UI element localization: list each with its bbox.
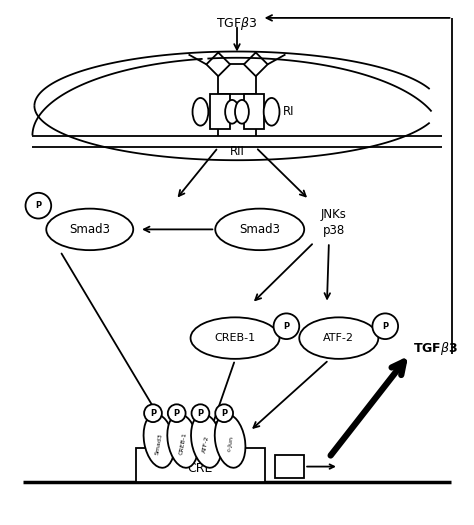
Text: JNKs: JNKs (321, 208, 347, 221)
Text: Smad3: Smad3 (69, 223, 110, 236)
Circle shape (191, 404, 210, 422)
Text: P: P (173, 409, 180, 418)
Text: P: P (150, 409, 156, 418)
Text: Smad3: Smad3 (239, 223, 280, 236)
Text: P: P (35, 201, 41, 210)
Circle shape (273, 313, 299, 339)
Text: P: P (283, 322, 290, 331)
Ellipse shape (144, 414, 174, 468)
Circle shape (144, 404, 162, 422)
Circle shape (168, 404, 186, 422)
Text: CREB-1: CREB-1 (178, 432, 187, 456)
Ellipse shape (299, 317, 378, 359)
Text: P: P (382, 322, 388, 331)
Circle shape (373, 313, 398, 339)
FancyBboxPatch shape (244, 94, 264, 129)
Ellipse shape (167, 414, 198, 468)
Ellipse shape (264, 98, 280, 125)
Ellipse shape (191, 414, 222, 468)
FancyBboxPatch shape (210, 94, 230, 129)
Text: CREB-1: CREB-1 (214, 333, 255, 343)
Ellipse shape (215, 208, 304, 250)
Ellipse shape (215, 414, 246, 468)
Text: ATF-2: ATF-2 (323, 333, 354, 343)
Text: RII: RII (229, 145, 245, 159)
Text: P: P (197, 409, 203, 418)
Text: P: P (221, 409, 227, 418)
Ellipse shape (192, 98, 209, 125)
Ellipse shape (46, 208, 133, 250)
Text: CRE: CRE (188, 462, 213, 475)
Text: RI: RI (283, 106, 294, 118)
Text: TGF$\beta$3: TGF$\beta$3 (216, 15, 258, 32)
FancyBboxPatch shape (274, 455, 304, 478)
Text: TGF$\beta$3: TGF$\beta$3 (413, 341, 458, 358)
Ellipse shape (225, 100, 239, 124)
Text: c-Jun: c-Jun (226, 436, 234, 452)
Circle shape (26, 193, 51, 218)
Text: Smad3: Smad3 (155, 433, 163, 455)
Ellipse shape (191, 317, 280, 359)
Ellipse shape (235, 100, 249, 124)
FancyBboxPatch shape (136, 448, 264, 482)
Text: ATF-2: ATF-2 (202, 435, 210, 453)
Text: p38: p38 (323, 224, 345, 237)
Circle shape (215, 404, 233, 422)
